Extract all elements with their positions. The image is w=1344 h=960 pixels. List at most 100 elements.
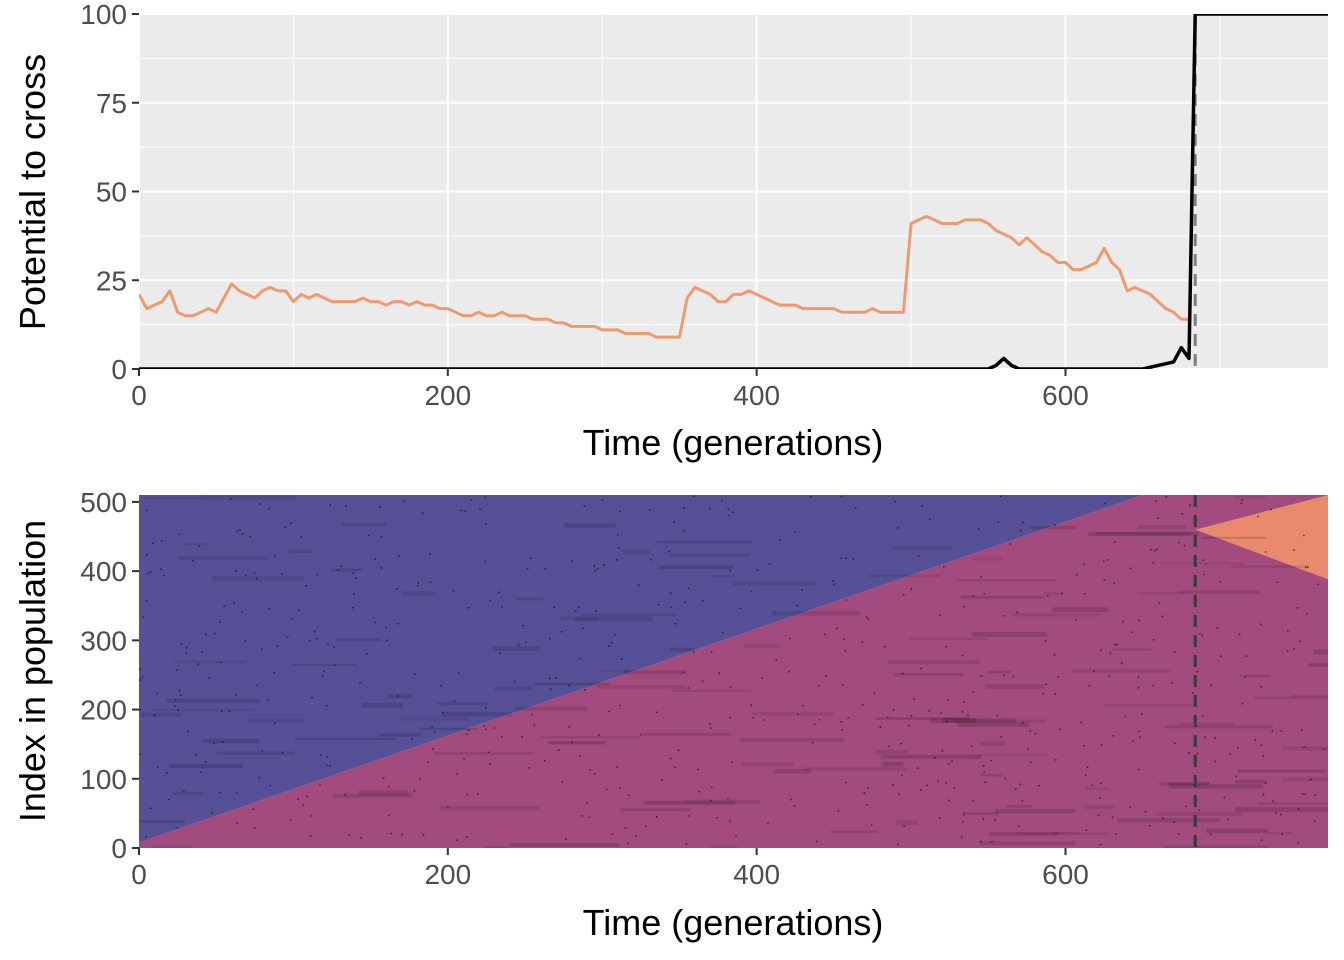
texture-dot	[1042, 692, 1045, 695]
texture-dot	[427, 761, 429, 763]
texture-dot	[302, 804, 304, 807]
texture-dot	[333, 646, 335, 648]
texture-streak	[211, 576, 305, 582]
texture-dot	[235, 792, 238, 794]
texture-dot	[1181, 513, 1184, 515]
texture-dot	[1021, 799, 1024, 802]
texture-dot	[617, 533, 619, 536]
texture-dot	[1256, 515, 1259, 518]
texture-dot	[1061, 592, 1063, 595]
texture-dot	[624, 827, 627, 829]
texture-streak	[361, 702, 403, 708]
texture-dot	[1196, 670, 1199, 673]
texture-dot	[970, 745, 973, 747]
texture-dot	[489, 763, 491, 766]
texture-dot	[852, 558, 854, 560]
texture-dot	[402, 500, 405, 503]
texture-dot	[842, 638, 845, 641]
texture-dot	[382, 777, 385, 779]
texture-dot	[228, 710, 230, 712]
texture-dot	[934, 756, 936, 759]
texture-dot	[468, 607, 470, 609]
texture-dot	[1055, 759, 1057, 761]
texture-dot	[463, 510, 466, 512]
texture-dot	[396, 623, 399, 625]
texture-streak	[564, 522, 616, 528]
texture-dot	[598, 734, 600, 736]
y-tick-label: 100	[80, 0, 127, 30]
texture-streak	[1163, 845, 1270, 848]
texture-dot	[578, 606, 580, 608]
texture-dot	[982, 818, 985, 820]
texture-dot	[1174, 651, 1176, 653]
texture-dot	[258, 503, 261, 505]
texture-dot	[667, 550, 670, 553]
texture-streak	[1083, 804, 1114, 810]
texture-streak	[152, 845, 192, 848]
texture-dot	[1229, 753, 1232, 755]
texture-dot	[460, 509, 462, 512]
texture-dot	[366, 653, 368, 655]
texture-dot	[578, 657, 581, 660]
texture-streak	[341, 522, 387, 527]
texture-streak	[1012, 613, 1099, 617]
texture-dot	[1245, 655, 1248, 657]
texture-dot	[198, 545, 201, 547]
texture-dot	[553, 606, 555, 609]
texture-dot	[687, 687, 689, 689]
texture-streak	[335, 638, 382, 642]
texture-dot	[867, 618, 869, 620]
texture-dot	[543, 760, 546, 762]
texture-dot	[687, 815, 690, 817]
texture-dot	[1297, 808, 1300, 810]
texture-dot	[983, 771, 985, 773]
texture-streak	[1112, 648, 1152, 651]
texture-dot	[308, 639, 311, 642]
texture-dot	[161, 540, 163, 542]
texture-dot	[1317, 583, 1319, 586]
texture-streak	[1254, 696, 1328, 700]
texture-dot	[619, 510, 621, 513]
texture-dot	[1030, 761, 1032, 764]
texture-streak	[1257, 802, 1328, 805]
texture-dot	[762, 719, 765, 721]
texture-dot	[417, 582, 419, 584]
texture-dot	[484, 728, 487, 731]
texture-dot	[818, 684, 820, 687]
texture-dot	[345, 505, 348, 507]
texture-dot	[1187, 752, 1190, 754]
texture-streak	[1178, 722, 1234, 726]
texture-dot	[926, 784, 928, 787]
texture-dot	[693, 651, 695, 654]
texture-dot	[273, 671, 276, 674]
texture-dot	[692, 495, 695, 497]
texture-dot	[1153, 549, 1156, 552]
texture-dot	[1120, 662, 1123, 665]
texture-streak	[440, 806, 539, 811]
texture-dot	[1141, 713, 1143, 716]
texture-dot	[1155, 500, 1158, 502]
texture-streak	[168, 763, 244, 769]
texture-streak	[494, 686, 533, 691]
texture-dot	[729, 820, 731, 823]
texture-dot	[939, 614, 941, 617]
texture-dot	[337, 569, 340, 571]
texture-dot	[708, 722, 711, 725]
texture-dot	[1310, 778, 1312, 781]
texture-dot	[1047, 595, 1049, 597]
texture-streak	[657, 540, 753, 543]
texture-dot	[1083, 593, 1086, 595]
texture-dot	[917, 555, 920, 557]
texture-dot	[729, 569, 732, 572]
region-blue	[139, 495, 1143, 843]
x-tick-label: 200	[424, 380, 471, 411]
texture-dot	[410, 738, 413, 740]
texture-streak	[1072, 668, 1171, 673]
texture-dot	[316, 638, 318, 640]
texture-dot	[910, 714, 913, 717]
texture-dot	[468, 729, 470, 731]
texture-dot	[1116, 643, 1118, 646]
texture-dot	[255, 577, 258, 580]
texture-dot	[920, 789, 922, 791]
region-magenta	[139, 495, 1328, 848]
